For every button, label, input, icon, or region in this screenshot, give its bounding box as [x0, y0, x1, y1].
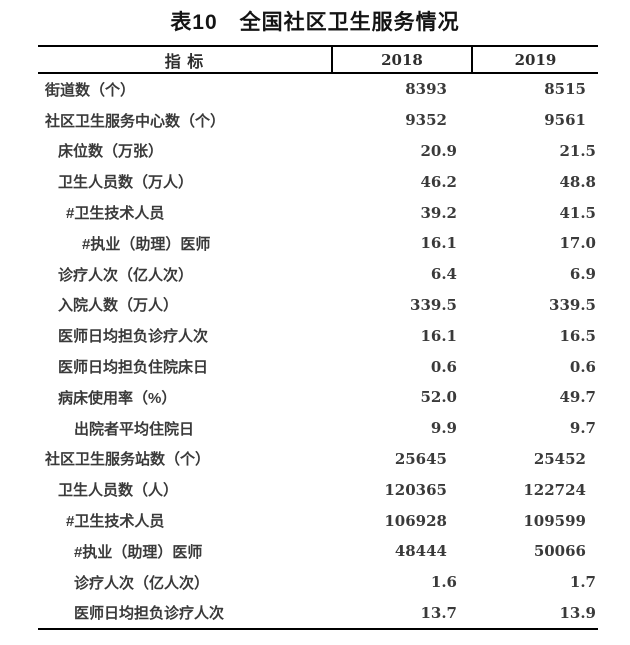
value-2019-cell: 122724 [523, 480, 586, 499]
header-row: 指 标 2018 2019 [38, 45, 598, 74]
value-2019-cell: 16.5 [559, 326, 596, 345]
value-2018-cell: 48444 [394, 542, 447, 561]
table-row: 医师日均担负住院床日 0.6 0.6 [38, 351, 598, 382]
value-2018-cell: 6.4 [430, 265, 457, 284]
value-2018-cell: 39.2 [420, 203, 457, 222]
table-row: 病床使用率（%） 52.0 49.7 [38, 382, 598, 413]
table-row: #执业（助理）医师 48444 50066 [38, 536, 598, 567]
indicator-cell: 病床使用率（%） [58, 389, 177, 407]
indicator-cell: 社区卫生服务站数（个） [45, 451, 211, 469]
table-row: 诊疗人次（亿人次） 6.4 6.9 [38, 259, 598, 290]
value-2019-cell: 25452 [533, 449, 586, 468]
value-2019-cell: 1.7 [569, 573, 596, 592]
value-2018-cell: 120365 [384, 480, 447, 499]
value-2019-cell: 9.7 [569, 419, 596, 438]
table-row: 入院人数（万人） 339.5 339.5 [38, 290, 598, 321]
indicator-cell: 医师日均担负诊疗人次 [38, 597, 332, 631]
table-header: 指 标 2018 2019 [38, 45, 598, 74]
indicator-cell: #执业（助理）医师 [74, 543, 203, 561]
table-row: #卫生技术人员 106928 109599 [38, 505, 598, 536]
table-row: 卫生人员数（万人） 46.2 48.8 [38, 166, 598, 197]
value-2019-cell: 8515 [544, 80, 586, 99]
table-row: 医师日均担负诊疗人次 16.1 16.5 [38, 320, 598, 351]
value-2018-cell: 25645 [394, 449, 447, 468]
value-2018-cell: 16.1 [420, 234, 457, 253]
value-2019-cell: 339.5 [549, 295, 596, 314]
indicator-cell: 卫生人员数（万人） [58, 174, 194, 192]
table-row: 床位数（万张） 20.9 21.5 [38, 136, 598, 167]
value-2018-cell: 9.9 [430, 419, 457, 438]
value-2018-cell: 20.9 [420, 141, 457, 160]
value-2019-cell: 41.5 [559, 203, 596, 222]
table-body: 街道数（个） 8393 8515 社区卫生服务中心数（个） 9352 9561 床位数（万张… [38, 73, 598, 631]
indicator-cell: #卫生技术人员 [66, 513, 165, 531]
value-2018-cell: 339.5 [410, 295, 457, 314]
indicator-cell: 诊疗人次（亿人次） [58, 266, 194, 284]
indicator-cell: 床位数（万张） [58, 143, 164, 161]
indicator-cell: 入院人数（万人） [58, 297, 179, 315]
table-row: #执业（助理）医师 16.1 17.0 [38, 228, 598, 259]
stats-table: 指 标 2018 2019 街道数（个） 8393 8515 社区卫生服务中心数（个）… [38, 45, 598, 631]
table-row: 社区卫生服务站数（个） 25645 25452 [38, 444, 598, 475]
table-row: 卫生人员数（人） 120365 122724 [38, 474, 598, 505]
indicator-cell: 社区卫生服务中心数（个） [45, 112, 226, 130]
value-2019-cell: 9561 [544, 111, 586, 130]
table-title: 表10 全国社区卫生服务情况 [170, 11, 460, 34]
table-row: 出院者平均住院日 9.9 9.7 [38, 413, 598, 444]
value-2018-cell: 46.2 [420, 172, 457, 191]
table-row: 医师日均担负诊疗人次 13.7 13.9 [38, 597, 598, 631]
indicator-cell: 出院者平均住院日 [74, 420, 195, 438]
value-2019-cell: 49.7 [559, 388, 596, 407]
value-2019-cell: 13.9 [472, 597, 598, 631]
indicator-cell: 医师日均担负诊疗人次 [58, 328, 209, 346]
value-2018-cell: 16.1 [420, 326, 457, 345]
value-2019-cell: 21.5 [559, 141, 596, 160]
value-2018-cell: 13.7 [332, 597, 472, 631]
indicator-cell: 医师日均担负住院床日 [58, 359, 209, 377]
value-2018-cell: 106928 [384, 511, 447, 530]
value-2018-cell: 1.6 [430, 573, 457, 592]
indicator-cell: #卫生技术人员 [66, 205, 165, 223]
value-2018-cell: 9352 [405, 111, 447, 130]
indicator-cell: #执业（助理）医师 [82, 235, 211, 253]
header-year-2019: 2019 [472, 45, 598, 74]
value-2018-cell: 8393 [405, 80, 447, 99]
value-2019-cell: 0.6 [569, 357, 596, 376]
value-2019-cell: 48.8 [559, 172, 596, 191]
value-2019-cell: 17.0 [559, 234, 596, 253]
indicator-cell: 诊疗人次（亿人次） [74, 574, 210, 592]
value-2019-cell: 6.9 [569, 265, 596, 284]
value-2019-cell: 50066 [533, 542, 586, 561]
table-row: #卫生技术人员 39.2 41.5 [38, 197, 598, 228]
value-2018-cell: 0.6 [430, 357, 457, 376]
value-2018-cell: 52.0 [420, 388, 457, 407]
indicator-cell: 卫生人员数（人） [58, 482, 179, 500]
table-row: 诊疗人次（亿人次） 1.6 1.7 [38, 567, 598, 598]
indicator-cell: 街道数（个） [45, 81, 136, 99]
value-2019-cell: 109599 [523, 511, 586, 530]
header-indicator: 指 标 [38, 45, 333, 74]
table-row: 社区卫生服务中心数（个） 9352 9561 [38, 105, 598, 136]
table-row: 街道数（个） 8393 8515 [38, 73, 598, 105]
header-year-2018: 2018 [332, 45, 473, 74]
